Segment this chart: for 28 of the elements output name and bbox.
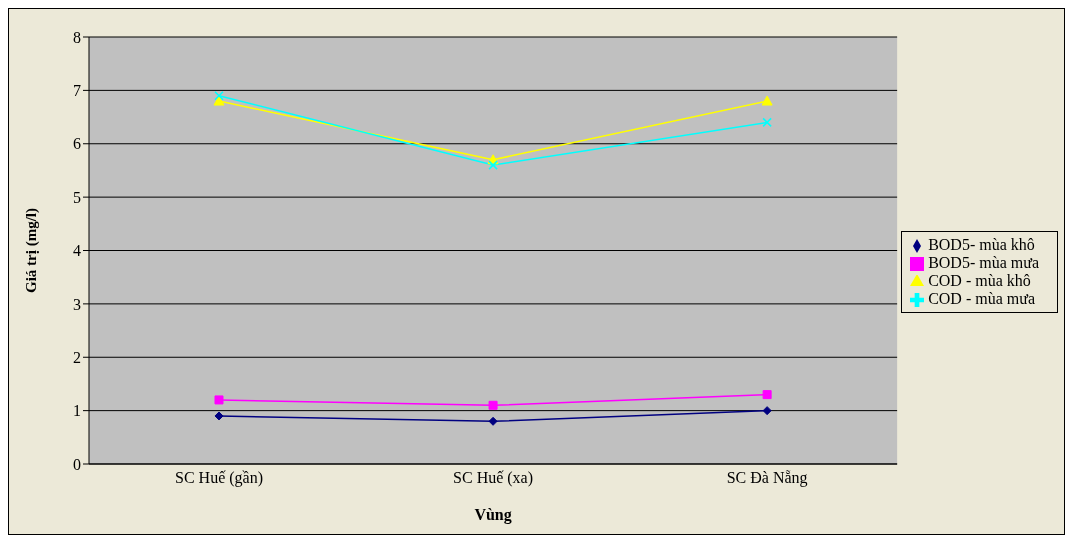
point <box>488 416 498 426</box>
y-tick-label: 4 <box>73 242 81 260</box>
x-tick-label: SC Huế (gần) <box>175 469 263 488</box>
legend-label: COD - mùa khô <box>928 271 1031 289</box>
x-tick-label: SC Huế (xa) <box>453 469 534 488</box>
point <box>214 395 224 405</box>
y-tick-label: 3 <box>73 295 81 313</box>
y-tick-label: 2 <box>73 348 81 366</box>
y-tick-label: 1 <box>73 402 81 420</box>
legend-label: BOD5- mùa khô <box>928 235 1035 253</box>
y-tick-label: 6 <box>73 135 81 153</box>
point <box>762 406 772 416</box>
point <box>762 117 772 128</box>
y-tick-label: 0 <box>73 455 81 473</box>
y-tick-label: 5 <box>73 188 81 206</box>
point <box>488 160 498 170</box>
x-tick-label: SC Đà Nẵng <box>726 469 808 488</box>
point <box>761 95 773 106</box>
y-tick-label: 8 <box>73 28 81 46</box>
y-axis-title: Giá trị (mg/l) <box>23 208 41 293</box>
legend-label: COD - mùa mưa <box>928 289 1035 307</box>
point <box>214 411 224 421</box>
y-tick-label: 7 <box>73 82 81 100</box>
point <box>214 90 224 101</box>
legend-label: BOD5- mùa mưa <box>928 253 1039 271</box>
point <box>762 390 772 400</box>
point <box>488 400 498 410</box>
x-axis-title: Vùng <box>474 506 512 524</box>
